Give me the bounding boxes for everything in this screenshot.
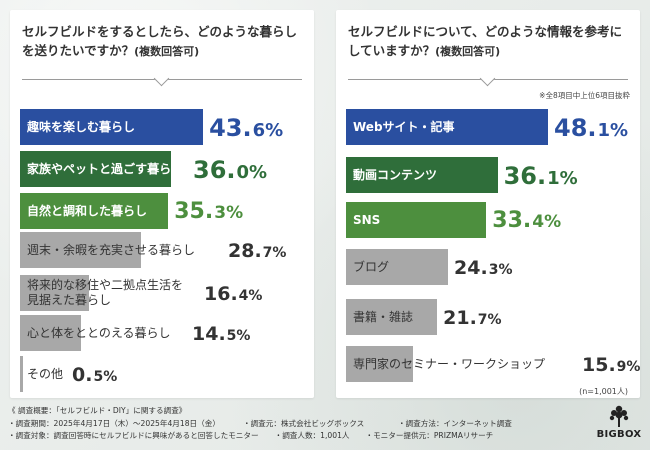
bar-value-label: 35. 3%	[174, 199, 244, 224]
survey-count: ・調査人数：1,001人	[274, 431, 350, 440]
bar-category-label: 動画コンテンツ	[353, 167, 438, 182]
bar	[20, 356, 23, 392]
bar-category-label: 専門家のセミナー・ワークショップ	[353, 356, 546, 371]
bar	[20, 109, 204, 145]
bar	[346, 157, 498, 193]
bar-category-label: Webサイト・記事	[353, 119, 455, 134]
tree-icon	[609, 405, 629, 427]
left-question-note: (複数回答可)	[134, 45, 200, 58]
bigbox-logo: BIGBOX	[594, 404, 644, 446]
bar-value-label: 48. 1%	[554, 114, 629, 142]
bar	[346, 249, 449, 285]
bar-value-label: 36. 1%	[503, 162, 578, 190]
sample-size-note: (n=1,001人)	[579, 387, 628, 396]
bar-category-label: 心と体をととのえる暮らし	[27, 325, 171, 340]
bar	[20, 275, 89, 311]
bar-value-label: 43. 6%	[209, 114, 284, 142]
bar-category-label: 自然と調和した暮らし	[27, 203, 148, 218]
survey-org: ・調査元：株式会社ビッグボックス	[243, 418, 365, 428]
survey-method: ・調査方法：インターネット調査	[398, 418, 512, 428]
survey-overview: 《 調査概要：「セルフビルド・DIY」に関する調査》 ・調査期間：2025年4月…	[8, 405, 578, 443]
bar-category-label: SNS	[353, 212, 381, 227]
bar-category-label: 将来的な移住や二拠点生活を見据えた暮らし	[27, 278, 184, 307]
bar-value-label: 36. 0%	[193, 156, 268, 184]
bar	[346, 299, 438, 335]
survey-overview-title: 《 調査概要：「セルフビルド・DIY」に関する調査》	[8, 406, 187, 415]
bar-category-label: 書籍・雑誌	[353, 309, 414, 324]
survey-target: ・調査対象：調査回答時にセルフビルドに興味があると回答したモニター	[8, 431, 259, 440]
bar	[346, 109, 549, 145]
left-question-title: セルフビルドをするとしたら、どのような暮らしを送りたいですか？	[22, 24, 298, 58]
survey-provider: ・モニター提供元：PRIZMAリサーチ	[365, 431, 494, 440]
bar	[20, 232, 141, 268]
bar-value-label: 33. 4%	[492, 208, 562, 233]
survey-period: ・調査期間：2025年4月17日（木）～2025年4月18日（金）	[8, 418, 220, 428]
bar-value-label: 24. 3%	[454, 257, 513, 279]
extract-note: ※全8項目中上位6項目抜粋	[539, 91, 630, 100]
right-question-note: (複数回答可)	[435, 45, 501, 58]
bar-category-label: 趣味を楽しむ暮らし	[27, 119, 136, 134]
left-question-chevron-icon	[153, 70, 170, 87]
bar	[20, 315, 81, 351]
left-question: セルフビルドをするとしたら、どのような暮らしを送りたいですか？(複数回答可)	[22, 22, 304, 61]
right-question: セルフビルドについて、どのような情報を参考にしていますか？(複数回答可)	[348, 22, 630, 61]
bar	[346, 202, 487, 238]
bar	[20, 193, 169, 229]
bar	[346, 346, 413, 382]
bar-category-label: 週末・余暇を充実させる暮らし	[27, 242, 196, 257]
bar-value-label: 21. 7%	[443, 307, 502, 329]
bar-category-label: 家族やペットと過ごす暮らし	[27, 161, 184, 176]
bar-value-label: 14. 5%	[192, 323, 251, 345]
bar-value-label: 28. 7%	[228, 240, 287, 262]
right-chart-panel: セルフビルドについて、どのような情報を参考にしていますか？(複数回答可) ※全8…	[336, 10, 640, 398]
bar	[20, 151, 172, 187]
bar-category-label: その他	[27, 366, 64, 381]
bar-category-label: ブログ	[353, 259, 390, 274]
left-chart-panel: セルフビルドをするとしたら、どのような暮らしを送りたいですか？(複数回答可) 趣…	[10, 10, 314, 398]
logo-text: BIGBOX	[596, 429, 642, 440]
bar-value-label: 16. 4%	[204, 283, 263, 305]
bar-value-label: 0. 5%	[72, 364, 118, 386]
bar-value-label: 15. 9%	[582, 354, 641, 376]
right-question-chevron-icon	[479, 70, 496, 87]
right-question-title: セルフビルドについて、どのような情報を参考にしていますか？	[348, 24, 623, 58]
